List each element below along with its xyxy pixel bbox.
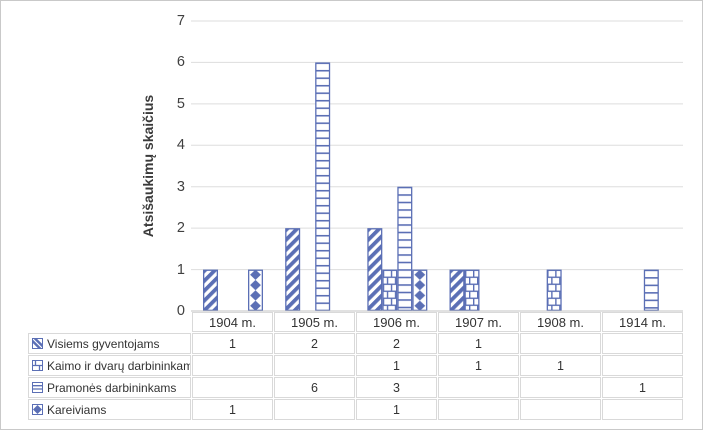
bar [464, 269, 480, 312]
legend-series-label: Kaimo ir dvarų darbininkams [28, 355, 191, 376]
bar [412, 269, 428, 312]
table-value-cell [602, 399, 683, 420]
table-value-cell [438, 377, 519, 398]
legend-pattern-icon-diagonal-stripes [32, 338, 43, 349]
y-axis-tick-label: 1 [176, 261, 185, 278]
legend-series-name: Kareiviams [47, 402, 107, 417]
x-axis-category-label: 1914 m. [602, 312, 683, 332]
table-value-cell: 1 [192, 333, 273, 354]
bar [315, 62, 331, 312]
bar [367, 228, 383, 311]
y-axis-tick-label: 6 [176, 54, 185, 71]
legend-pattern-icon-bricks [32, 360, 43, 371]
bar [449, 269, 465, 312]
y-axis-tick-label: 2 [176, 220, 185, 237]
table-value-cell: 1 [356, 399, 437, 420]
y-axis-tick-label: 7 [176, 13, 185, 29]
y-axis-title: Atsišaukimų skaičius [140, 94, 156, 238]
legend-series-name: Pramonės darbininkams [47, 380, 177, 395]
table-value-cell: 1 [520, 355, 601, 376]
bar [382, 269, 398, 312]
table-value-cell: 1 [356, 355, 437, 376]
bar [397, 186, 413, 312]
table-value-cell: 6 [274, 377, 355, 398]
bar [643, 269, 659, 312]
table-corner-spacer [28, 312, 191, 332]
table-value-cell: 3 [356, 377, 437, 398]
table-value-cell [192, 377, 273, 398]
y-axis-tick-label: 5 [176, 95, 185, 112]
table-value-cell: 2 [356, 333, 437, 354]
legend-data-table: 1904 m. 1905 m. 1906 m. 1907 m. 1908 m. 1914 … [28, 312, 683, 420]
table-value-cell [520, 333, 601, 354]
legend-series-name: Visiems gyventojams [47, 336, 160, 351]
legend-pattern-icon-diamonds [32, 404, 43, 415]
y-axis-tick-label: 4 [176, 137, 185, 154]
table-value-cell [602, 355, 683, 376]
x-axis-category-label: 1904 m. [192, 312, 273, 332]
table-value-cell: 1 [438, 355, 519, 376]
table-value-cell [192, 355, 273, 376]
table-value-cell: 1 [602, 377, 683, 398]
x-axis-category-label: 1905 m. [274, 312, 355, 332]
table-value-cell: 1 [192, 399, 273, 420]
table-value-cell [274, 355, 355, 376]
table-value-cell [520, 399, 601, 420]
table-value-cell [602, 333, 683, 354]
legend-series-label: Visiems gyventojams [28, 333, 191, 354]
y-axis-tick-label: 0 [176, 303, 185, 319]
table-value-cell: 2 [274, 333, 355, 354]
table-value-cell [274, 399, 355, 420]
legend-series-name: Kaimo ir dvarų darbininkams [47, 358, 191, 373]
y-axis-tick-label: 3 [176, 178, 185, 195]
x-axis-category-label: 1906 m. [356, 312, 437, 332]
legend-series-label: Pramonės darbininkams [28, 377, 191, 398]
legend-series-label: Kareiviams [28, 399, 191, 420]
bar [546, 269, 562, 312]
table-value-cell [438, 399, 519, 420]
legend-pattern-icon-horizontal-lines [32, 382, 43, 393]
table-value-cell [520, 377, 601, 398]
plot-area [191, 20, 683, 312]
bar [202, 269, 218, 312]
bar [247, 269, 263, 312]
x-axis-category-label: 1908 m. [520, 312, 601, 332]
bar [285, 228, 301, 311]
table-value-cell: 1 [438, 333, 519, 354]
x-axis-category-label: 1907 m. [438, 312, 519, 332]
